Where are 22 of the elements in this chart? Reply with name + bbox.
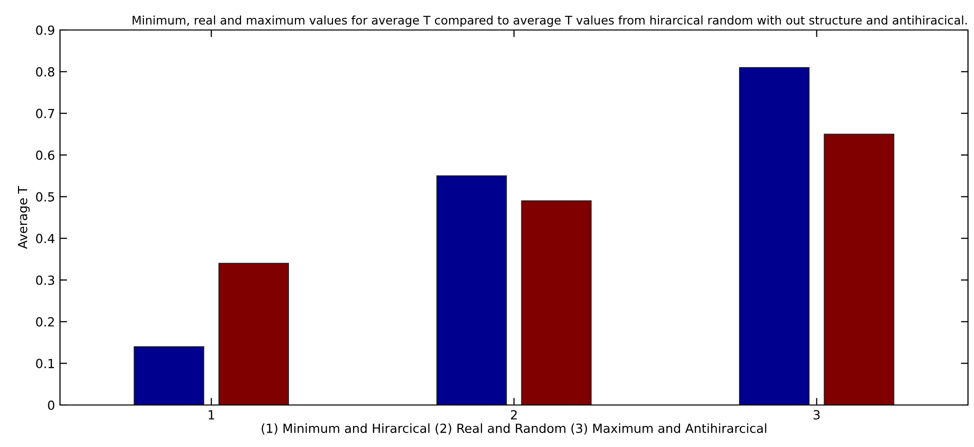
x-tick-label: 2 [510,410,517,420]
bar [134,346,204,405]
bar [739,67,810,405]
y-tick-label: 0.5 [36,192,54,202]
y-axis-title: Average T [18,186,30,249]
y-tick-label: 0.8 [36,67,54,77]
x-tick-label: 3 [814,410,820,420]
y-tick-label: 0.6 [36,150,54,160]
y-tick-label: 0.2 [36,317,54,327]
bar [521,200,592,405]
bar [824,134,894,405]
y-tick-label: 0.1 [36,358,54,368]
x-axis-title: (1) Minimum and Hirarcical (2) Real and Random (3) Maximum and Antihirarcical [262,423,766,434]
bar [218,262,289,405]
y-tick-label: 0.3 [36,275,54,285]
y-tick-label: 0 [48,400,54,410]
bar [436,175,507,405]
y-tick-label: 0.9 [36,25,54,35]
y-tick-label: 0.7 [36,108,54,118]
chart-title: Minimum, real and maximum values for average T compared to average T values from hirarcical random with out structure and antihiracical. [132,15,967,27]
x-tick-label: 1 [208,410,214,420]
y-tick-label: 0.4 [36,234,54,244]
